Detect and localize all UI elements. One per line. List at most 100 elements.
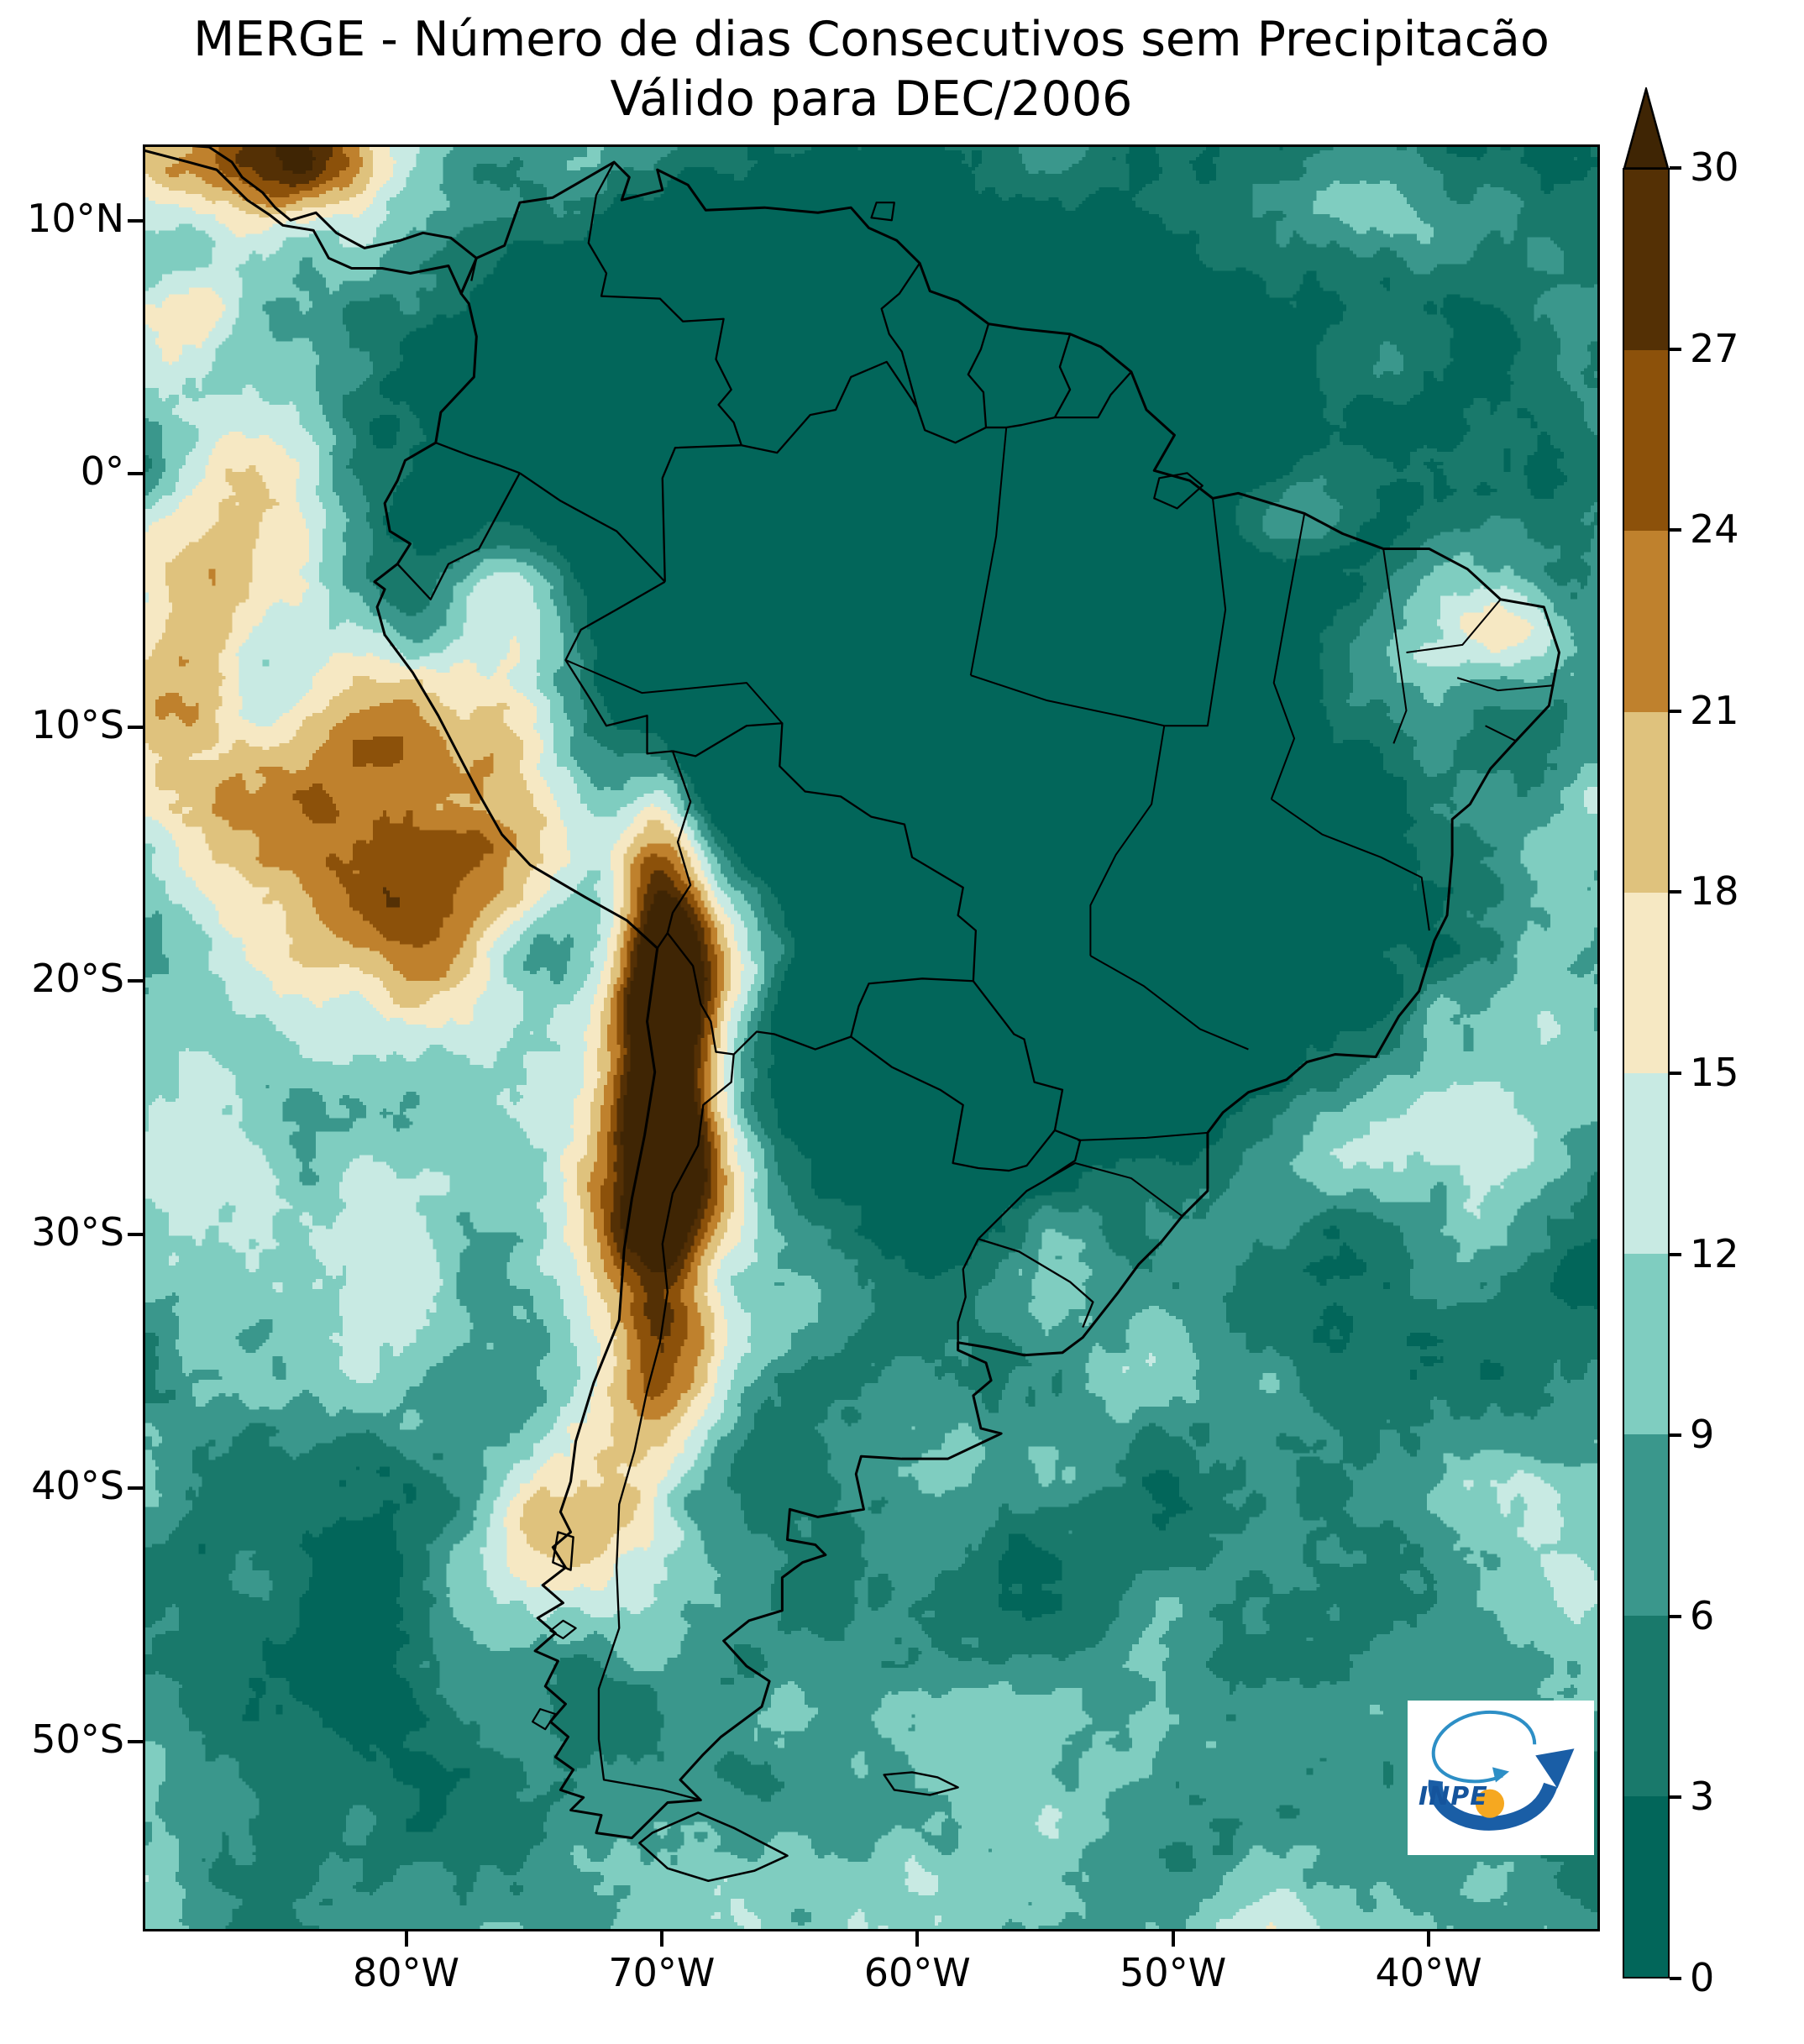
island-chiloe xyxy=(552,1531,574,1571)
colorbar-segment xyxy=(1624,711,1668,893)
state-border-pa-to xyxy=(1164,498,1227,727)
border-suriname-frguiana xyxy=(1053,333,1072,418)
state-border-pr-sc xyxy=(1078,1131,1208,1141)
y-tick-label: 10°S xyxy=(31,702,124,748)
island-tierra-del-fuego xyxy=(638,1811,789,1883)
colorbar xyxy=(1623,168,1670,1978)
border-colombia-ecuador xyxy=(435,442,521,474)
figure-title-line1: MERGE - Número de dias Consecutivos sem … xyxy=(193,12,1550,67)
country-borders-overlay xyxy=(145,147,1560,1883)
border-guyana-suriname xyxy=(967,323,990,428)
colorbar-segment xyxy=(1624,1434,1668,1616)
border-peru-bolivia xyxy=(666,750,692,934)
y-tick-label: 20°S xyxy=(31,956,124,1002)
state-border-pi-ce xyxy=(1382,548,1408,744)
colorbar-tick-label: 21 xyxy=(1690,687,1739,733)
border-brazil-uruguay xyxy=(978,1238,1094,1329)
orange-sphere-icon xyxy=(1475,1789,1505,1818)
colorbar-tick-mark xyxy=(1670,1614,1681,1618)
border-bolivia-argentina xyxy=(732,1030,852,1056)
colorbar-tick-mark xyxy=(1670,890,1681,894)
y-tick-mark xyxy=(128,218,143,223)
colorbar-tick-mark xyxy=(1670,709,1681,713)
colorbar-tick-mark xyxy=(1670,528,1681,532)
x-tick-mark xyxy=(404,1931,408,1947)
state-border-ma-pi xyxy=(1270,513,1306,799)
border-chile-argentina xyxy=(597,1054,735,1801)
y-tick-label: 30°S xyxy=(31,1208,124,1255)
border-venezuela-guyana xyxy=(880,262,921,408)
border-argentina-paraguay xyxy=(850,1035,1056,1172)
state-border-acre xyxy=(565,659,784,724)
x-tick-mark xyxy=(1171,1931,1175,1947)
colorbar-segment xyxy=(1624,892,1668,1074)
border-colombia-venezuela xyxy=(587,161,742,446)
colorbar-segment xyxy=(1624,1254,1668,1435)
colorbar-tick-label: 3 xyxy=(1690,1774,1715,1820)
coastline-central-america xyxy=(145,147,478,296)
border-frguiana-brazil xyxy=(1054,371,1132,419)
colorbar-extend-arrow xyxy=(1623,87,1670,169)
island-fjord-2 xyxy=(549,1619,577,1639)
colorbar-tick-mark xyxy=(1670,1795,1681,1800)
state-border-mt-go xyxy=(1089,726,1166,956)
state-border-am-pa xyxy=(969,427,1008,676)
x-tick-label: 70°W xyxy=(608,1950,716,1995)
colorbar-segment xyxy=(1624,170,1668,351)
state-border-se xyxy=(1485,725,1517,742)
y-tick-mark xyxy=(128,472,143,476)
state-border-pa-mt xyxy=(970,674,1165,727)
figure-title-line2: Válido para DEC/2006 xyxy=(610,71,1133,127)
border-peru-brazil xyxy=(564,580,674,755)
state-border-ce-pe xyxy=(1406,599,1502,653)
border-paraguay-brazil xyxy=(972,980,1064,1131)
colorbar-segment xyxy=(1624,1615,1668,1796)
border-venezuela-brazil xyxy=(741,360,919,454)
island-marajo xyxy=(1153,472,1204,510)
x-tick-label: 80°W xyxy=(353,1950,460,1995)
island-fjord-1 xyxy=(532,1708,557,1731)
x-tick-mark xyxy=(659,1931,663,1947)
colorbar-tick-label: 27 xyxy=(1690,325,1739,371)
border-colombia-brazil xyxy=(661,444,742,582)
border-bolivia-paraguay xyxy=(850,977,973,1037)
colorbar-tick-label: 15 xyxy=(1690,1050,1739,1095)
colorbar-tick-mark xyxy=(1670,1072,1681,1075)
inpe-logo-graphic xyxy=(1428,1710,1575,1831)
y-tick-mark xyxy=(128,979,143,983)
y-tick-label: 40°S xyxy=(31,1462,124,1508)
colorbar-tick-label: 18 xyxy=(1690,868,1739,915)
border-argentina-brazil xyxy=(978,1129,1082,1240)
colorbar-tick-label: 24 xyxy=(1690,506,1739,553)
colorbar-tick-label: 12 xyxy=(1690,1230,1739,1276)
colorbar-tick-label: 30 xyxy=(1690,144,1739,190)
colorbar-tick-mark xyxy=(1670,1433,1681,1438)
border-chile-peru xyxy=(656,932,669,949)
y-tick-mark xyxy=(128,1739,143,1743)
state-border-ba-mg xyxy=(1271,798,1430,931)
border-argentina-uruguay xyxy=(957,1238,979,1343)
precipitation-raster xyxy=(145,147,1597,1929)
y-tick-mark xyxy=(128,726,143,730)
x-tick-label: 60°W xyxy=(863,1950,971,1995)
y-tick-mark xyxy=(128,1232,143,1236)
y-tick-label: 10°N xyxy=(27,195,124,241)
figure-title: MERGE - Número de dias Consecutivos sem … xyxy=(143,10,1600,128)
inpe-logo: INPE xyxy=(1408,1701,1594,1855)
colorbar-segment xyxy=(1624,531,1668,712)
x-tick-label: 50°W xyxy=(1120,1950,1227,1995)
arrow-head-icon xyxy=(1535,1748,1575,1789)
coastline-south-america xyxy=(373,160,1560,1840)
border-panama-colombia xyxy=(470,258,478,281)
border-guyana-brazil xyxy=(916,406,1007,444)
border-ecuador-peru xyxy=(396,472,521,600)
map-plot: INPE xyxy=(143,144,1600,1931)
x-tick-label: 40°W xyxy=(1375,1950,1482,1995)
orbit-swirl-icon xyxy=(1431,1710,1537,1784)
y-tick-label: 50°S xyxy=(31,1716,124,1762)
island-falklands xyxy=(883,1771,959,1796)
island-trinidad xyxy=(870,202,895,222)
colorbar-tick-mark xyxy=(1670,347,1681,351)
colorbar-tick-label: 0 xyxy=(1690,1955,1715,2000)
state-border-pe-al xyxy=(1456,677,1555,692)
